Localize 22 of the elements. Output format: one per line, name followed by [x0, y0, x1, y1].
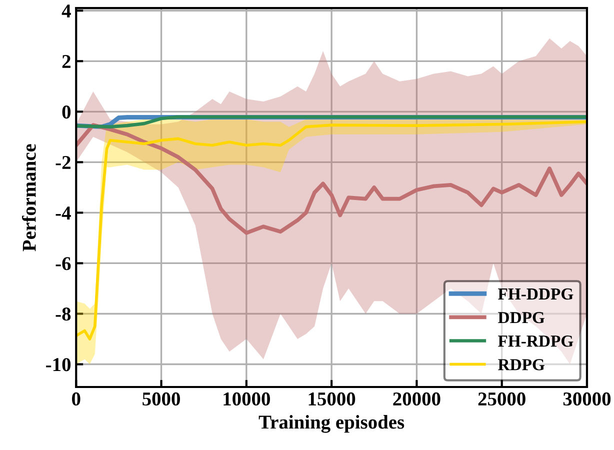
y-tick-label: 4 [62, 4, 71, 18]
x-tick-label: 20000 [393, 392, 440, 406]
y-tick-label: -2 [56, 156, 70, 169]
y-tick-label: -8 [56, 308, 71, 321]
legend-label: FH-DDPG [498, 288, 574, 300]
y-tick-label: 0 [62, 105, 71, 119]
y-tick-label: 2 [62, 55, 70, 68]
line-series [76, 123, 587, 235]
y-tick-label: -6 [56, 257, 71, 270]
legend-label: RDPG [498, 359, 545, 370]
y-tick-label: -4 [56, 206, 71, 220]
x-axis-title: Training episodes [258, 415, 404, 433]
x-tick-label: 15000 [308, 392, 356, 406]
legend-label: DDPG [498, 312, 545, 324]
x-tick-label: 0 [72, 392, 80, 406]
x-tick-label: 25000 [478, 392, 526, 406]
legend-label: FH-RDPG [498, 336, 574, 347]
x-tick-label: 10000 [224, 392, 270, 406]
y-tick-label: -10 [46, 358, 71, 372]
x-tick-label: 5000 [142, 392, 180, 406]
x-tick-label: 30000 [563, 392, 611, 406]
y-axis-title: Performance [22, 144, 36, 252]
